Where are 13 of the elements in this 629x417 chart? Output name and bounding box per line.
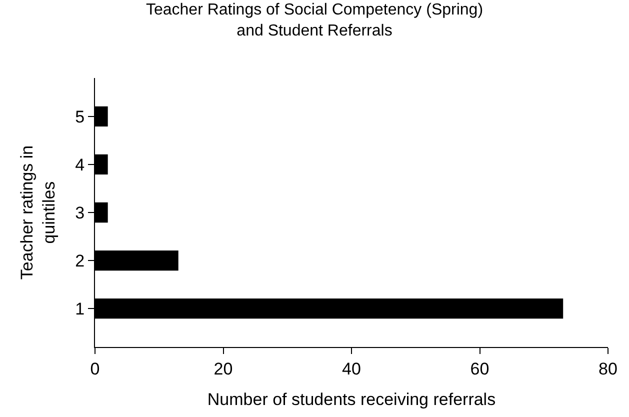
x-axis-title: Number of students receiving referrals — [207, 390, 496, 409]
x-tick-label: 20 — [214, 359, 233, 378]
y-tick-label: 3 — [75, 203, 85, 222]
y-tick-label: 2 — [75, 251, 85, 270]
y-axis-title: Teacher ratings in quintiles — [18, 145, 59, 280]
chart-title: Teacher Ratings of Social Competency (Spring) and Student Referrals — [146, 2, 484, 40]
y-tick-label: 1 — [75, 300, 85, 319]
y-tick-label: 5 — [75, 107, 85, 126]
y-tick-label: 4 — [75, 155, 85, 174]
x-tick-label: 60 — [470, 359, 490, 378]
x-tick-label: 80 — [598, 359, 618, 378]
x-tick-label: 40 — [342, 359, 361, 378]
x-tick-label: 0 — [90, 359, 100, 378]
